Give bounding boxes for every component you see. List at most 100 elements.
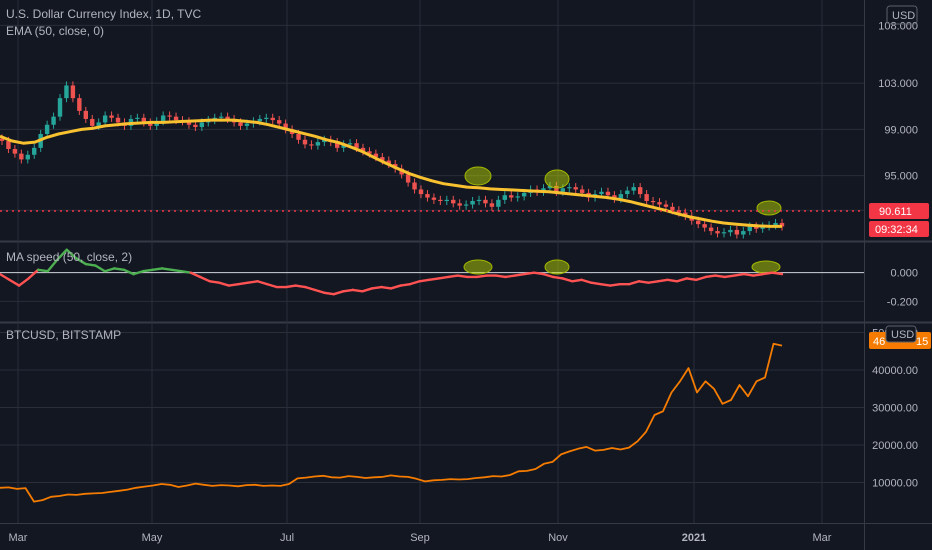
ma-speed-segment <box>580 278 593 284</box>
ma-speed-segment <box>685 277 698 282</box>
candle-body <box>102 115 108 123</box>
candle-body <box>728 229 733 233</box>
candle-body <box>541 188 546 192</box>
ma-speed-segment <box>56 248 68 261</box>
ma-speed-label: MA speed (50, close, 2) <box>6 250 132 264</box>
ma-speed-segment <box>551 275 564 280</box>
candle-body <box>573 187 578 190</box>
ma-speed-segment <box>151 267 164 272</box>
candle-body <box>367 151 372 154</box>
candle-body <box>715 231 720 234</box>
ma-speed-segment <box>17 277 30 287</box>
candle-body <box>347 143 353 145</box>
main-title: U.S. Dollar Currency Index, 1D, TVC <box>6 7 202 21</box>
ma-speed-segment <box>256 280 269 286</box>
ma-speed-segment <box>160 267 173 272</box>
highlight-ellipse <box>756 200 782 216</box>
ma-speed-segment <box>771 271 784 276</box>
candle-body <box>741 231 746 235</box>
ma-speed-segment <box>189 271 202 279</box>
candle-body <box>418 189 424 195</box>
ma-speed-segment <box>704 274 717 279</box>
y-tick-label: 0.000 <box>890 268 918 280</box>
candle-body <box>360 147 366 152</box>
ma-speed-segment <box>342 288 355 293</box>
candle-body <box>109 115 114 118</box>
candle-body <box>315 142 321 146</box>
ma-speed-segment <box>408 280 421 286</box>
candle-body <box>779 222 785 227</box>
ma-speed-segment <box>246 280 259 284</box>
candle-body <box>618 194 624 199</box>
highlight-ellipse <box>544 259 570 275</box>
candle-body <box>521 192 527 197</box>
candle-body <box>193 124 198 128</box>
ma-speed-segment <box>94 264 107 273</box>
candle-body <box>476 199 482 202</box>
svg-text:46: 46 <box>873 336 885 348</box>
candle-body <box>625 190 630 195</box>
x-tick-label: Mar <box>813 532 832 544</box>
ma-speed-segment <box>542 272 555 279</box>
ma-speed-segment <box>380 285 393 290</box>
ma-speed-segment <box>742 272 755 277</box>
grid <box>0 0 864 523</box>
ma-speed-segment <box>141 268 154 273</box>
candle-body <box>547 185 553 189</box>
ma-speed-segment <box>303 285 316 292</box>
ma-speed-segment <box>656 278 669 283</box>
candle-body <box>444 199 449 202</box>
candle-body <box>115 117 121 123</box>
candle-body <box>83 110 89 119</box>
ma-speed-segment <box>513 272 526 277</box>
ma-speed-segment <box>628 280 641 286</box>
candle-body <box>470 201 475 205</box>
candle-body <box>695 220 701 225</box>
ma-speed-segment <box>694 275 707 282</box>
candle-body <box>96 122 101 126</box>
candle-body <box>173 116 179 121</box>
ma-speed-segment <box>599 282 612 287</box>
svg-text:09:32:34: 09:32:34 <box>875 224 918 236</box>
candle-body <box>605 191 611 196</box>
ma-speed-segment <box>284 284 297 289</box>
candle-body <box>238 122 243 126</box>
y-tick-label: 10000.00 <box>872 478 918 490</box>
candle-body <box>19 153 24 160</box>
candle-body <box>657 202 662 205</box>
candle-body <box>264 117 269 119</box>
ma-speed-segment <box>666 278 679 283</box>
ma-speed-segment <box>36 268 49 273</box>
candle-body <box>225 116 230 119</box>
candle-body <box>431 197 437 200</box>
ma-speed-segment <box>75 257 88 266</box>
x-tick-label: Jul <box>280 532 294 544</box>
candle-body <box>270 117 275 121</box>
highlight-ellipse <box>544 169 570 189</box>
ma-speed-segment <box>475 274 488 279</box>
candle-body <box>644 194 649 202</box>
svg-text:USD: USD <box>892 10 915 22</box>
candle-body <box>302 139 308 145</box>
candle-body <box>296 133 301 140</box>
ma-speed-segment <box>418 278 431 283</box>
ma-speed-segment <box>361 287 374 293</box>
candle-body <box>457 203 462 206</box>
currency-badge-bottom[interactable]: USD <box>885 325 917 343</box>
ma-speed-segment <box>447 274 459 279</box>
candle-body <box>702 224 707 228</box>
highlight-ellipse <box>463 259 493 275</box>
ma-speed-segment <box>504 274 517 279</box>
candle-body <box>496 199 501 207</box>
x-tick-label: Mar <box>9 532 28 544</box>
currency-badge-top[interactable]: USD <box>886 5 918 25</box>
y-tick-label: 99.000 <box>884 124 918 136</box>
svg-text:90.611: 90.611 <box>879 206 912 218</box>
ma-speed-segment <box>370 285 383 290</box>
ma-speed-line <box>0 248 784 296</box>
ma-speed-segment <box>208 280 221 284</box>
candle-body <box>12 149 18 154</box>
ma-speed-segment <box>294 284 307 289</box>
ema-line <box>0 118 782 228</box>
candle-body <box>734 229 740 235</box>
